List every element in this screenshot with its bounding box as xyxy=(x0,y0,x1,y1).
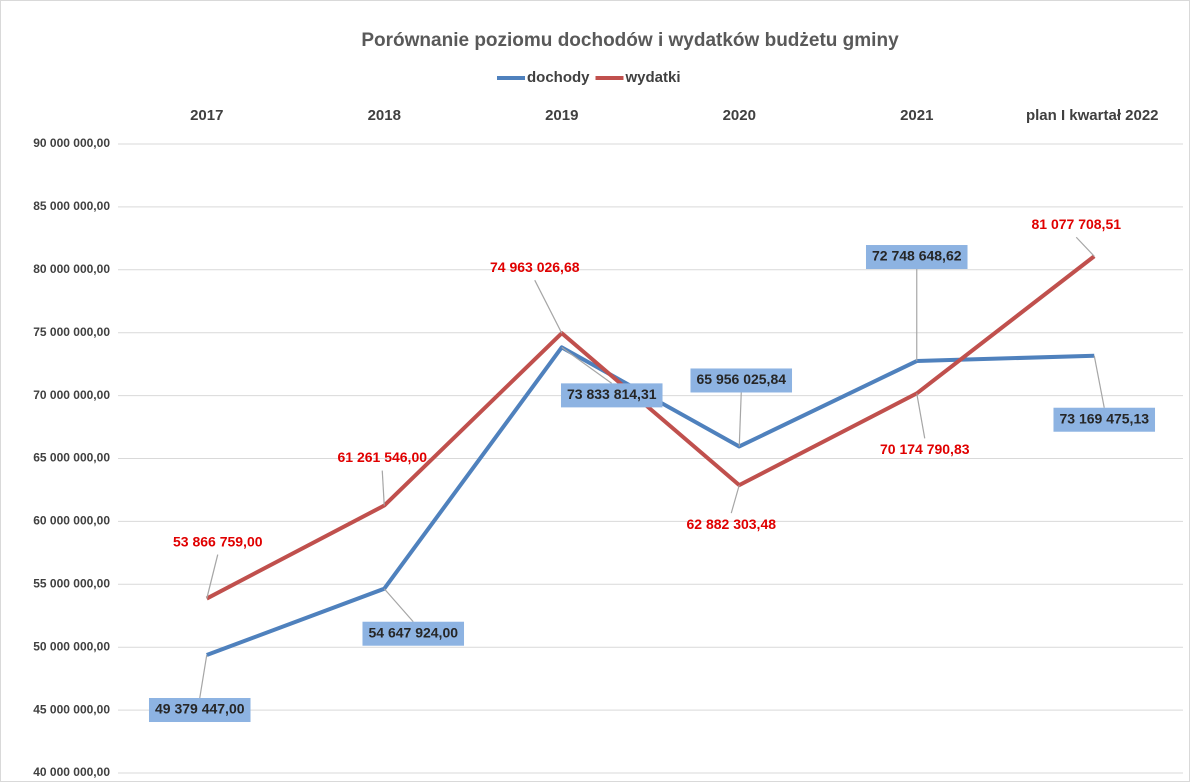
y-tick-label: 75 000 000,00 xyxy=(33,325,110,339)
data-label-text: 53 866 759,00 xyxy=(173,533,263,549)
data-label-text: 70 174 790,83 xyxy=(880,441,970,457)
data-label-text: 49 379 447,00 xyxy=(155,701,245,717)
legend-label: wydatki xyxy=(625,69,681,86)
x-tick-label: 2020 xyxy=(723,107,756,124)
data-label-text: 72 748 648,62 xyxy=(872,248,962,264)
x-tick-label: 2021 xyxy=(900,107,933,124)
leader-line xyxy=(730,484,740,514)
y-tick-label: 55 000 000,00 xyxy=(33,576,110,590)
data-label-text: 54 647 924,00 xyxy=(368,624,458,640)
y-tick-label: 90 000 000,00 xyxy=(33,136,110,150)
y-tick-label: 85 000 000,00 xyxy=(33,199,110,213)
data-label: 74 963 026,68 xyxy=(490,259,580,275)
data-label-text: 74 963 026,68 xyxy=(490,259,580,275)
data-label-box xyxy=(865,245,968,270)
y-tick-label: 65 000 000,00 xyxy=(33,451,110,465)
data-label-box xyxy=(560,383,663,408)
y-tick-label: 45 000 000,00 xyxy=(33,702,110,716)
data-label-box xyxy=(1053,407,1156,432)
leader-line xyxy=(199,654,208,699)
data-label: 53 866 759,00 xyxy=(173,533,263,549)
x-tick-label: 2019 xyxy=(545,107,578,124)
data-label-text: 73 169 475,13 xyxy=(1059,410,1149,426)
legend-label: dochody xyxy=(527,69,590,86)
x-tick-label: plan I kwartał 2022 xyxy=(1026,107,1159,124)
y-tick-label: 80 000 000,00 xyxy=(33,262,110,276)
data-label: 72 748 648,62 xyxy=(865,245,968,270)
chart-title: Porównanie poziomu dochodów i wydatków b… xyxy=(361,30,899,51)
leader-line xyxy=(561,346,613,384)
y-tick-label: 50 000 000,00 xyxy=(33,639,110,653)
data-label: 54 647 924,00 xyxy=(362,621,465,646)
data-label: 65 956 025,84 xyxy=(690,368,793,393)
leader-line xyxy=(1093,355,1105,408)
data-label: 62 882 303,48 xyxy=(686,516,776,532)
data-label-text: 62 882 303,48 xyxy=(686,516,776,532)
x-tick-label: 2018 xyxy=(368,107,401,124)
data-label: 61 261 546,00 xyxy=(337,449,427,465)
leader-line xyxy=(738,392,742,447)
leader-line xyxy=(206,554,219,599)
data-label: 73 833 814,31 xyxy=(560,383,663,408)
leader-line xyxy=(381,470,385,506)
x-tick-label: 2017 xyxy=(190,107,223,124)
data-label: 73 169 475,13 xyxy=(1053,407,1156,432)
data-label-text: 73 833 814,31 xyxy=(567,386,657,402)
data-label-box xyxy=(690,368,793,393)
data-label-box xyxy=(362,621,465,646)
data-label-box xyxy=(148,698,251,723)
series-line xyxy=(205,254,1096,601)
leader-line xyxy=(1075,236,1095,257)
data-label: 49 379 447,00 xyxy=(148,698,251,723)
data-label: 81 077 708,51 xyxy=(1031,216,1121,232)
leader-line xyxy=(383,588,414,623)
data-label-text: 81 077 708,51 xyxy=(1031,216,1121,232)
data-label-text: 61 261 546,00 xyxy=(337,449,427,465)
y-tick-label: 40 000 000,00 xyxy=(33,765,110,779)
legend: dochody wydatki xyxy=(497,69,681,86)
leader-line xyxy=(916,393,926,439)
y-tick-label: 70 000 000,00 xyxy=(33,388,110,402)
data-label: 70 174 790,83 xyxy=(880,441,970,457)
leader-line xyxy=(534,279,563,334)
data-label-text: 65 956 025,84 xyxy=(696,371,786,387)
y-tick-label: 60 000 000,00 xyxy=(33,514,110,528)
